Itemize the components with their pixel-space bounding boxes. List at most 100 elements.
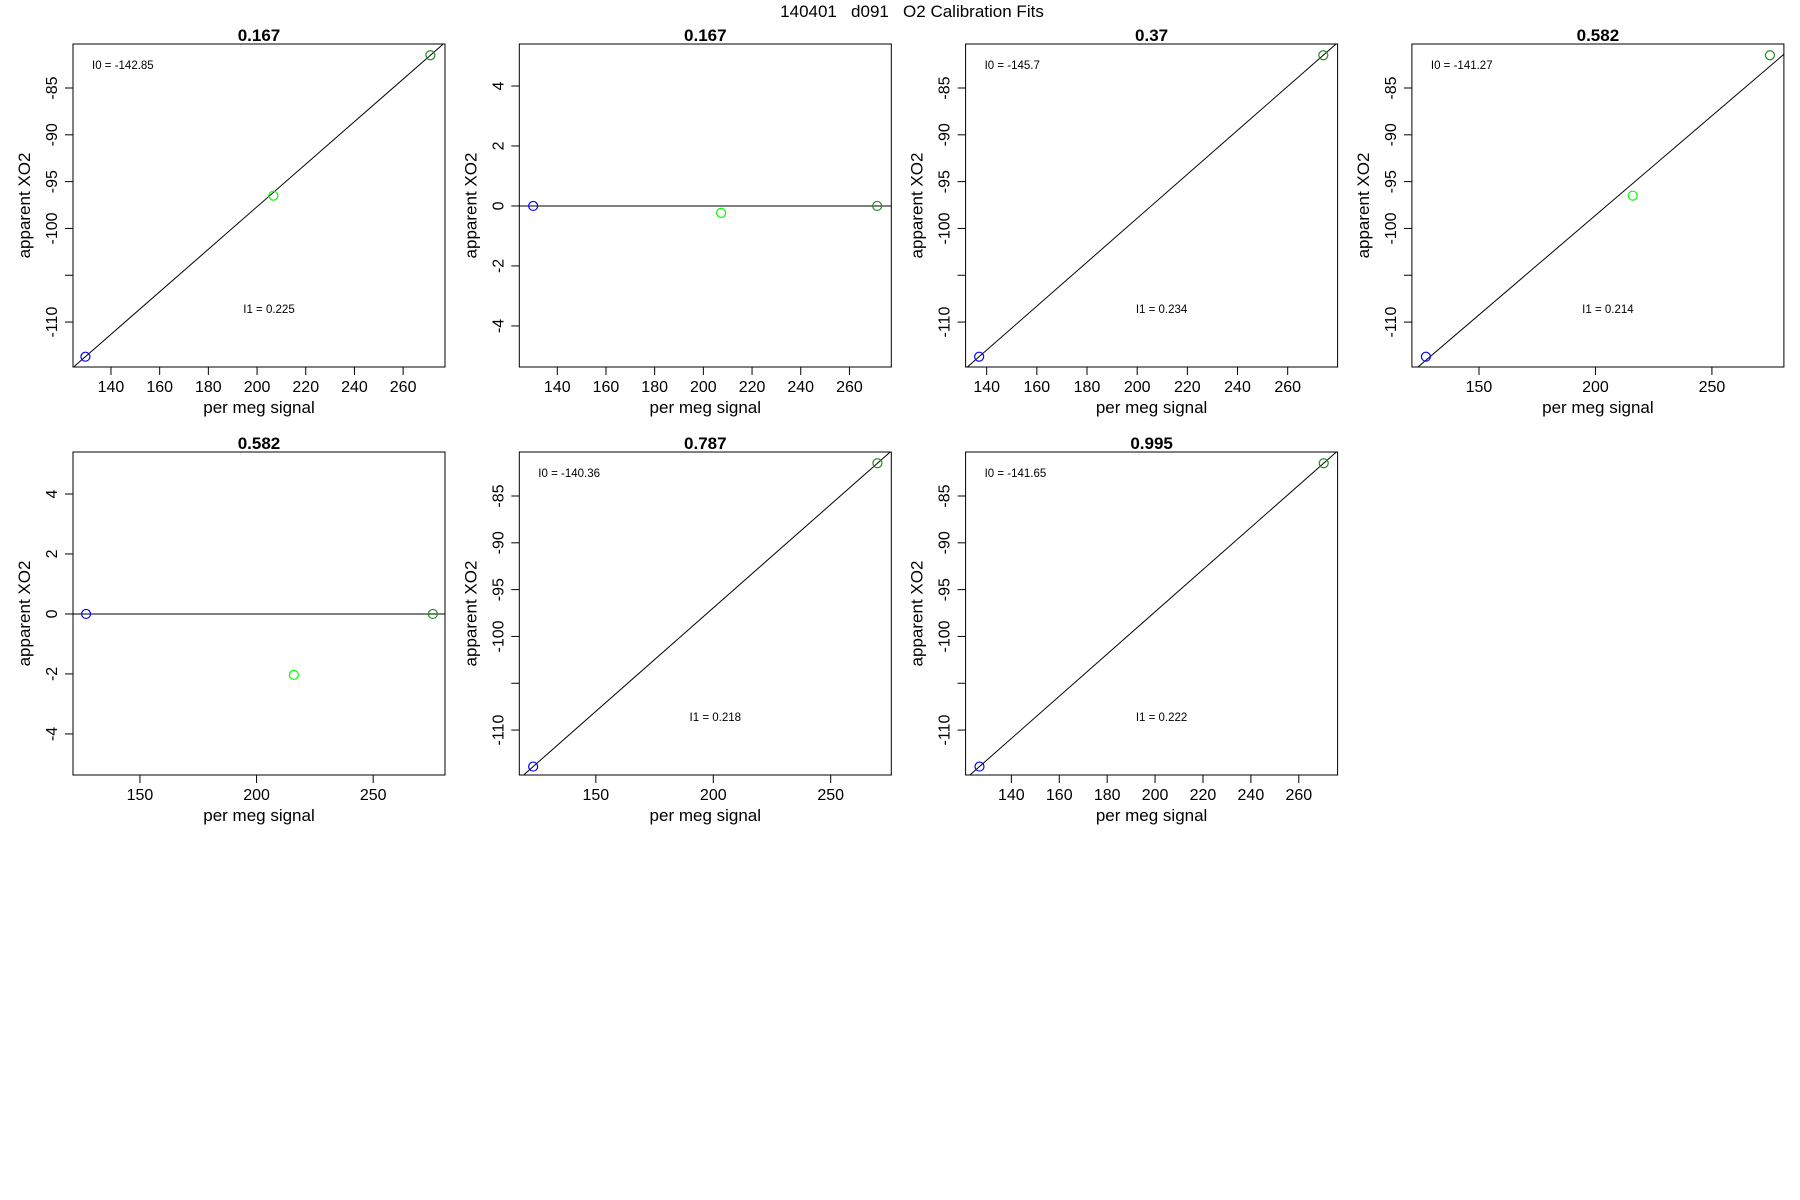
calibration-panel: 0.167 140 160 180 200 220 240 260 -85 -90 -95 -100 -…	[15, 26, 446, 417]
y-tick-label: -90	[1383, 123, 1400, 146]
data-point	[528, 761, 539, 772]
y-tick-label: -95	[937, 578, 954, 601]
y-tick-label: -100	[937, 212, 954, 244]
x-tick-label: 200	[690, 379, 717, 396]
x-tick-label: 140	[973, 379, 1000, 396]
fit-line	[966, 44, 1337, 367]
x-tick-label: 260	[836, 379, 863, 396]
y-tick-label: -90	[937, 123, 954, 146]
y-tick-label: -95	[1383, 170, 1400, 193]
y-tick-label: -90	[44, 123, 61, 146]
y-axis-label: apparent XO2	[461, 153, 480, 259]
y-tick-label: -90	[937, 531, 954, 554]
y-tick-label: 2	[490, 141, 507, 150]
y-axis-label: apparent XO2	[1354, 153, 1373, 259]
x-tick-label: 150	[127, 787, 154, 804]
data-point	[872, 458, 883, 469]
x-tick-label: 220	[292, 379, 319, 396]
x-tick-label: 180	[1094, 787, 1121, 804]
slope-annotation: I1 = 0.225	[243, 304, 294, 316]
x-tick-label: 240	[1238, 787, 1265, 804]
fit-line	[73, 44, 445, 367]
y-tick-label: -2	[490, 259, 507, 273]
y-tick-label: -4	[490, 319, 507, 333]
y-tick-label: -100	[44, 212, 61, 244]
x-axis-label: per meg signal	[650, 806, 762, 825]
calibration-panel: 0.787 150 200 250 -85 -90 -95 -100 -110 apparent …	[461, 434, 892, 825]
y-tick-label: 4	[490, 81, 507, 90]
data-point	[716, 207, 727, 218]
y-tick-label: -110	[44, 307, 61, 338]
y-tick-label: -85	[937, 76, 954, 99]
x-axis-label: per meg signal	[1542, 398, 1654, 417]
y-tick-label: -2	[44, 667, 61, 681]
y-tick-label: -85	[937, 484, 954, 507]
x-tick-label: 180	[1074, 379, 1101, 396]
x-tick-label: 160	[1046, 787, 1073, 804]
calibration-panel: 0.167 140 160 180 200 220 240 260 4 2 0 -2 -4 apparen…	[461, 26, 892, 417]
panel-title: 0.582	[1577, 26, 1620, 45]
x-tick-label: 250	[1699, 379, 1726, 396]
data-point	[80, 351, 91, 362]
panel-title: 0.582	[238, 434, 281, 453]
x-tick-label: 220	[739, 379, 766, 396]
calibration-panel: 0.995 140 160 180 200 220 240 260 -85 -90 -95 -100 -…	[908, 434, 1339, 825]
x-tick-label: 240	[787, 379, 814, 396]
y-tick-label: -85	[1383, 76, 1400, 99]
y-tick-label: -110	[937, 307, 954, 338]
data-point	[974, 351, 985, 362]
x-axis-label: per meg signal	[203, 398, 315, 417]
y-axis-label: apparent XO2	[908, 561, 927, 667]
x-tick-label: 260	[1285, 787, 1312, 804]
calibration-panel: 0.582 150 200 250 4 2 0 -2 -4 apparent XO2 per meg…	[15, 434, 446, 825]
x-axis-label: per meg signal	[1096, 398, 1208, 417]
plot-frame	[1411, 43, 1785, 368]
y-tick-label: -100	[490, 620, 507, 652]
x-tick-label: 180	[195, 379, 222, 396]
x-axis-label: per meg signal	[1096, 806, 1208, 825]
data-point	[528, 200, 539, 212]
y-tick-label: -85	[44, 76, 61, 99]
panel-title: 0.167	[238, 26, 281, 45]
x-tick-label: 220	[1190, 787, 1217, 804]
data-point	[268, 190, 279, 201]
y-tick-label: -110	[490, 715, 507, 746]
y-tick-label: -110	[937, 715, 954, 746]
x-tick-label: 200	[1582, 379, 1609, 396]
data-point	[1318, 50, 1329, 61]
x-tick-label: 260	[1274, 379, 1301, 396]
y-tick-label: 0	[490, 201, 507, 210]
y-tick-label: -100	[937, 620, 954, 652]
y-tick-label: -95	[937, 170, 954, 193]
x-tick-label: 240	[1224, 379, 1251, 396]
x-tick-label: 160	[146, 379, 173, 396]
x-tick-label: 240	[341, 379, 368, 396]
intercept-annotation: I0 = -140.36	[538, 468, 600, 480]
data-point	[872, 200, 883, 212]
panel-title: 0.167	[684, 26, 727, 45]
data-point	[1318, 458, 1329, 469]
y-tick-label: -100	[1383, 212, 1400, 244]
fit-line	[1417, 53, 1784, 367]
panel-title: 0.37	[1135, 26, 1168, 45]
y-tick-label: 4	[44, 489, 61, 498]
y-axis-label: apparent XO2	[15, 153, 34, 259]
plot-frame	[965, 451, 1339, 776]
plot-frame	[965, 43, 1339, 368]
slope-annotation: I1 = 0.214	[1582, 304, 1634, 316]
y-tick-label: -95	[44, 170, 61, 193]
x-tick-label: 180	[641, 379, 668, 396]
data-point	[974, 761, 985, 772]
x-tick-label: 200	[1124, 379, 1151, 396]
intercept-annotation: I0 = -141.65	[985, 468, 1047, 480]
fit-line	[522, 452, 891, 775]
x-tick-label: 250	[817, 787, 844, 804]
slope-annotation: I1 = 0.222	[1136, 712, 1187, 724]
intercept-annotation: I0 = -141.27	[1431, 60, 1493, 72]
data-point	[425, 50, 436, 61]
y-tick-label: 0	[44, 609, 61, 618]
x-tick-label: 140	[98, 379, 125, 396]
x-tick-label: 150	[583, 787, 610, 804]
y-axis-label: apparent XO2	[461, 561, 480, 667]
intercept-annotation: I0 = -145.7	[985, 60, 1040, 72]
